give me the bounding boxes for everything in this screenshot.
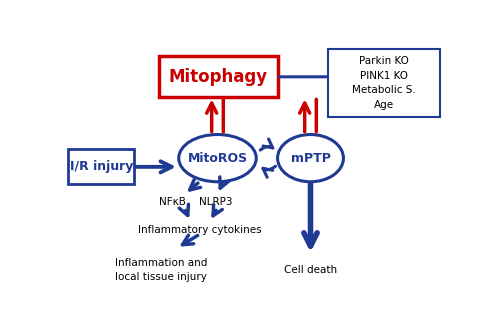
Text: Mitophagy: Mitophagy	[169, 68, 268, 86]
Text: I/R injury: I/R injury	[70, 160, 133, 173]
Text: NLRP3: NLRP3	[199, 197, 232, 207]
FancyBboxPatch shape	[68, 150, 134, 184]
Text: Inflammatory cytokines: Inflammatory cytokines	[138, 225, 262, 235]
Ellipse shape	[278, 134, 344, 182]
Text: Cell death: Cell death	[284, 265, 337, 275]
Text: Inflammation and
local tissue injury: Inflammation and local tissue injury	[115, 258, 208, 282]
FancyBboxPatch shape	[328, 49, 440, 117]
Ellipse shape	[179, 134, 256, 182]
Text: NFκB: NFκB	[160, 197, 186, 207]
Text: MitoROS: MitoROS	[188, 151, 248, 165]
Text: mPTP: mPTP	[290, 151, 331, 165]
Text: Parkin KO
PINK1 KO
Metabolic S.
Age: Parkin KO PINK1 KO Metabolic S. Age	[352, 56, 416, 110]
FancyBboxPatch shape	[160, 56, 278, 97]
